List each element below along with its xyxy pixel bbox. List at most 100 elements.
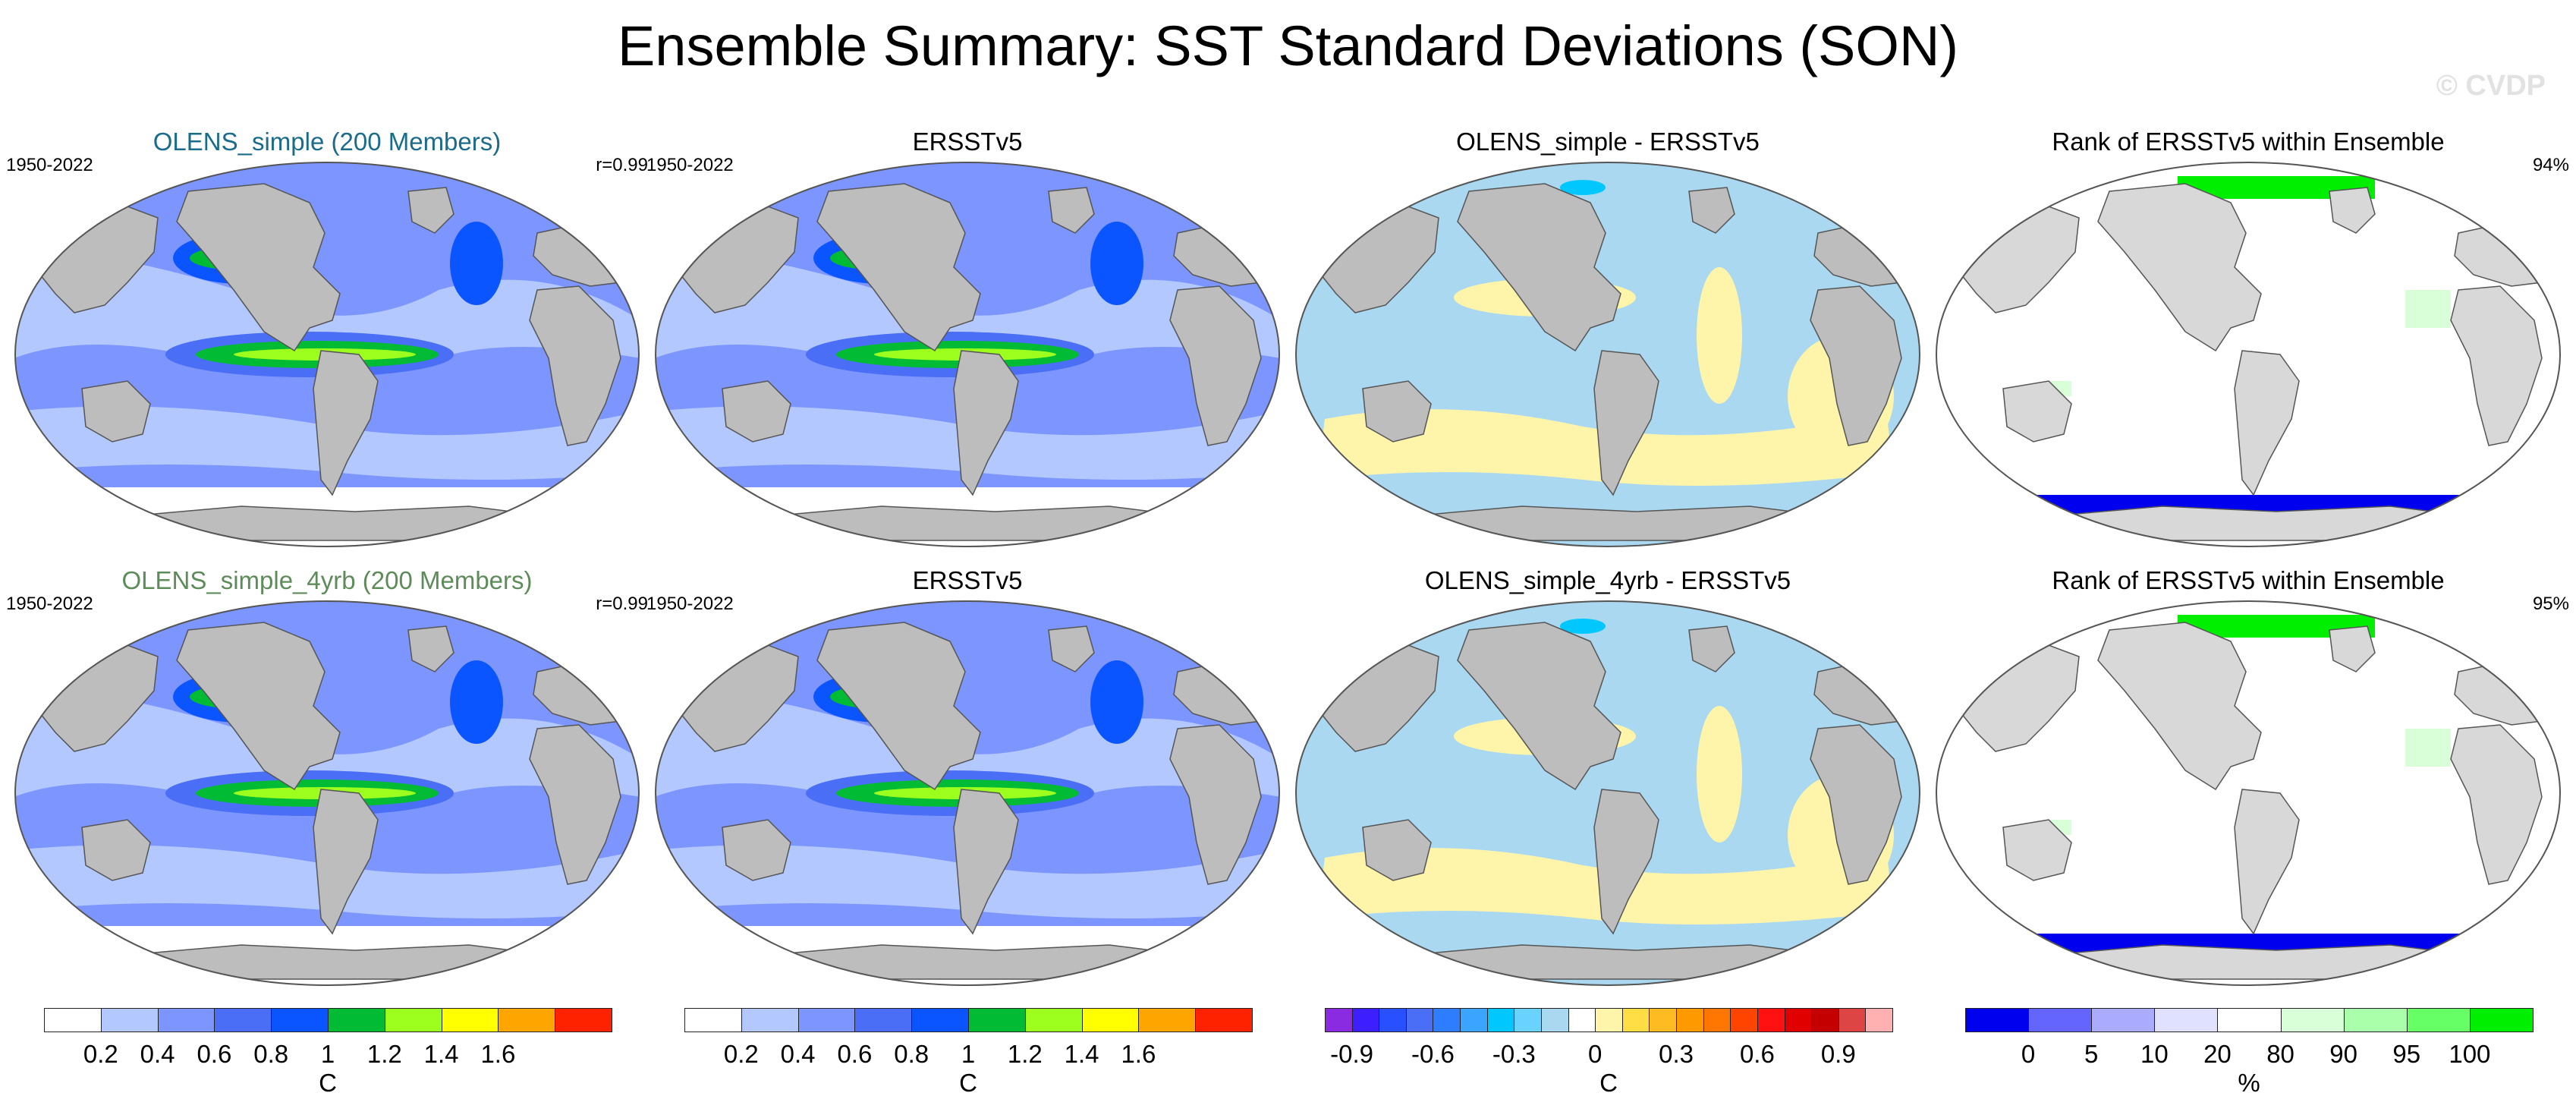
colorbar-segment	[2154, 1008, 2219, 1032]
positive-patch-east	[1697, 267, 1742, 404]
colorbar-segment	[1865, 1008, 1893, 1032]
colorbar-segment	[911, 1008, 969, 1032]
globe-map	[1936, 162, 2561, 547]
colorbar-segment	[797, 1008, 856, 1032]
panel-title: Rank of ERSSTv5 within Ensemble	[2052, 128, 2445, 156]
colorbar-segment	[44, 1008, 102, 1032]
globe-outline	[1936, 162, 2561, 547]
arctic-negative	[1560, 619, 1606, 634]
colorbar-segment	[1676, 1008, 1704, 1032]
globe-outline	[1295, 162, 1920, 547]
correlation-label: r=0.99	[596, 155, 648, 175]
colorbar-tick-label: 0.8	[894, 1040, 929, 1068]
colorbar-tick-label: 0	[2021, 1040, 2036, 1068]
colorbar-tick-label: 0.6	[837, 1040, 873, 1068]
land-australia	[1362, 380, 1432, 443]
correlation-label: r=0.99	[596, 594, 648, 614]
colorbar-tick-label: 1.2	[366, 1040, 402, 1068]
period-label: 1950-2022	[646, 155, 734, 175]
summary-percent: 95%	[2532, 594, 2569, 614]
panel-5: OLENS_simple_4yrb (200 Members) 1950-202…	[6, 566, 648, 987]
land-greenland	[1048, 187, 1095, 234]
colorbar-segment	[1540, 1008, 1569, 1032]
land-australia	[81, 819, 151, 881]
map-field	[1936, 601, 2560, 985]
globe-outline	[14, 600, 640, 986]
globe-map	[1936, 600, 2561, 986]
colorbar-segment	[555, 1008, 612, 1032]
colorbar-segment	[2406, 1008, 2471, 1032]
colorbar-segment	[1081, 1008, 1140, 1032]
land-greenland	[1048, 625, 1095, 672]
land-africa	[1169, 285, 1262, 446]
land-greenland	[407, 625, 454, 672]
land-north-america	[2097, 622, 2262, 791]
colorbar-segment	[1514, 1008, 1542, 1032]
panel-title: OLENS_simple - ERSSTv5	[1456, 128, 1760, 156]
colorbar-segment	[1486, 1008, 1515, 1032]
colorbar-segment	[498, 1008, 556, 1032]
colorbar-segment	[1351, 1008, 1380, 1032]
colorbar-tick-label: 0.6	[1739, 1040, 1775, 1068]
globe-map	[1295, 600, 1920, 986]
land-south-america	[953, 789, 1019, 935]
colorbar-tick-label: -0.9	[1330, 1040, 1374, 1068]
colorbar-segment	[1838, 1008, 1867, 1032]
globe-map	[655, 600, 1280, 986]
land-africa	[1810, 724, 1902, 885]
land-north-america	[176, 622, 341, 791]
atlantic-high-rank	[2405, 729, 2451, 767]
colorbar-segment	[214, 1008, 272, 1032]
colorbar-segment	[2091, 1008, 2156, 1032]
colorbar-segment	[2469, 1008, 2534, 1032]
arctic-negative	[1560, 180, 1606, 195]
colorbar-segment	[2028, 1008, 2093, 1032]
land-africa	[2450, 724, 2543, 885]
colorbar-tick-label: 80	[2266, 1040, 2294, 1068]
colorbar-segment	[271, 1008, 329, 1032]
colorbar-tick-label: 90	[2329, 1040, 2358, 1068]
panel-6: ERSSTv5 1950-2022	[646, 566, 1281, 987]
globe-outline	[1295, 600, 1920, 986]
colorbar-segment	[100, 1008, 159, 1032]
colorbar-unit: C	[1599, 1069, 1618, 1097]
land-north-america	[816, 622, 981, 791]
land-greenland	[407, 187, 454, 234]
globe-map	[655, 162, 1280, 547]
land-australia	[722, 380, 791, 443]
land-greenland	[1688, 187, 1735, 234]
globe-map	[1295, 162, 1920, 547]
colorbar-segment	[1325, 1008, 1353, 1032]
map-field	[15, 162, 639, 546]
colorbar-tick-label: 5	[2084, 1040, 2099, 1068]
land-north-america	[1457, 622, 1621, 791]
land-south-america	[2234, 789, 2300, 935]
panel-1: OLENS_simple (200 Members) 1950-2022 r=0…	[6, 128, 648, 548]
colorbar-unit: C	[319, 1069, 337, 1097]
land-africa	[2450, 285, 2543, 446]
globe-outline	[14, 162, 640, 547]
colorbar-segment	[1703, 1008, 1731, 1032]
colorbar-tick-label: -0.6	[1411, 1040, 1455, 1068]
panel-title: OLENS_simple_4yrb - ERSSTv5	[1424, 566, 1791, 594]
colorbar-unit: C	[959, 1069, 977, 1097]
map-field	[15, 601, 639, 985]
colorbar-segment	[384, 1008, 442, 1032]
colorbar-tick-label: 20	[2203, 1040, 2232, 1068]
colorbar-segment	[1595, 1008, 1623, 1032]
colorbar-tick-label: 0	[1588, 1040, 1603, 1068]
land-north-america	[176, 183, 341, 352]
globe-outline	[1936, 600, 2561, 986]
colorbar-segment	[1757, 1008, 1785, 1032]
colorbar-segment	[854, 1008, 913, 1032]
colorbar-segment	[968, 1008, 1026, 1032]
colorbar-tick-label: 95	[2392, 1040, 2421, 1068]
colorbar-segment	[1730, 1008, 1758, 1032]
colorbar-tick-label: 1.4	[1064, 1040, 1099, 1068]
land-greenland	[2329, 187, 2376, 234]
colorbar-tick-label: 0.8	[253, 1040, 289, 1068]
colorbar-segment	[1460, 1008, 1488, 1032]
colorbar-tick-label: 1	[961, 1040, 976, 1068]
land-north-america	[816, 183, 981, 352]
panel-title: Rank of ERSSTv5 within Ensemble	[2052, 566, 2445, 594]
